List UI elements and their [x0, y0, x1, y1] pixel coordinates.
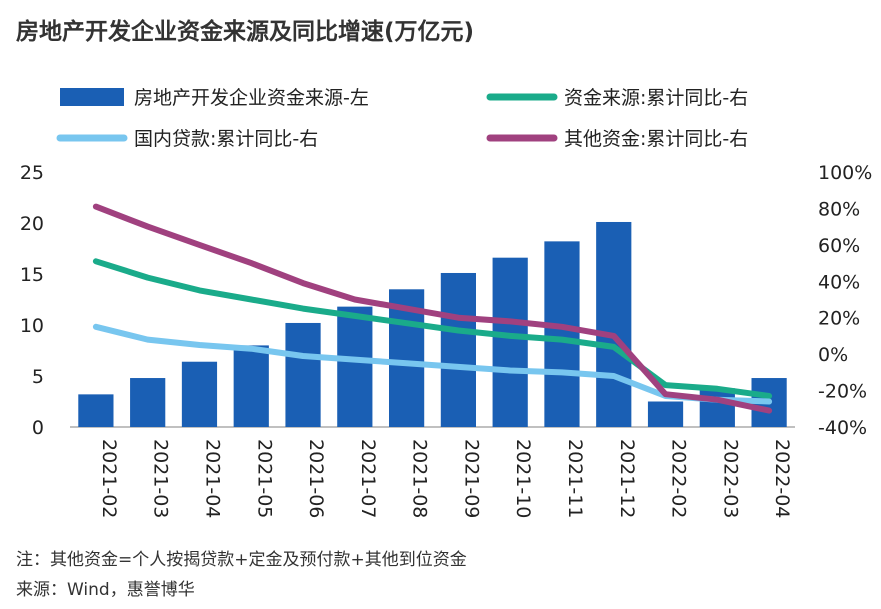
line-series: [92, 203, 773, 414]
bar: [78, 394, 114, 427]
y-left-tick-label: 0: [32, 417, 44, 439]
bar: [440, 272, 476, 427]
x-tick-label: 2022-02: [668, 439, 690, 518]
legend-label: 房地产开发企业资金来源-左: [134, 87, 369, 109]
footnote: 注：其他资金=个人按揭贷款+定金及预付款+其他到位资金: [16, 550, 467, 570]
bar: [596, 221, 632, 427]
y-right-tick-label: 60%: [818, 235, 860, 257]
bar: [544, 241, 580, 427]
x-tick-label: 2021-12: [616, 439, 638, 518]
bar: [181, 361, 218, 427]
x-tick-label: 2021-11: [564, 439, 586, 518]
x-axis-ticks: 2021-02 2021-03 2021-04 2021-05 2021-06 2021-…: [98, 439, 793, 518]
y-right-tick-label: 80%: [818, 198, 860, 220]
x-tick-label: 2021-04: [201, 439, 223, 518]
legend-label: 资金来源:累计同比-右: [564, 87, 748, 109]
legend-label: 其他资金:累计同比-右: [564, 128, 748, 150]
series-line: [92, 258, 773, 399]
bar: [337, 306, 373, 427]
x-tick-label: 2021-05: [253, 439, 275, 518]
y-right-tick-label: 100%: [818, 162, 872, 184]
legend-swatch-bar: [60, 88, 124, 106]
bar: [647, 401, 684, 427]
x-tick-label: 2022-03: [719, 439, 741, 518]
y-left-tick-label: 25: [20, 162, 44, 184]
y-left-tick-label: 5: [32, 366, 44, 388]
x-tick-label: 2021-09: [460, 439, 482, 518]
legend-label: 国内贷款:累计同比-右: [134, 128, 318, 150]
y-right-tick-label: 20%: [818, 308, 860, 330]
y-left-tick-label: 20: [20, 213, 44, 235]
y-right-tick-label: -40%: [818, 417, 867, 439]
x-tick-label: 2021-07: [357, 439, 379, 518]
x-tick-label: 2021-10: [512, 439, 534, 518]
bar: [233, 345, 269, 427]
bar: [492, 257, 528, 427]
x-tick-label: 2021-02: [98, 439, 120, 518]
x-tick-label: 2021-06: [305, 439, 327, 518]
y-right-tick-label: 40%: [818, 271, 860, 293]
bar: [130, 378, 166, 427]
x-tick-label: 2022-04: [771, 439, 793, 518]
x-tick-label: 2021-08: [409, 439, 431, 518]
y-left-tick-label: 15: [20, 264, 44, 286]
x-tick-label: 2021-03: [150, 439, 172, 518]
bar: [285, 322, 321, 427]
y-left-tick-label: 10: [20, 315, 44, 337]
series-line: [92, 203, 773, 414]
y-right-tick-label: 0%: [818, 344, 848, 366]
chart-title: 房地产开发企业资金来源及同比增速(万亿元): [16, 19, 475, 45]
source-note: 来源：Wind，惠誉博华: [16, 580, 195, 600]
series-line: [92, 323, 773, 405]
bar: [699, 388, 735, 427]
y-right-tick-label: -20%: [818, 381, 867, 403]
